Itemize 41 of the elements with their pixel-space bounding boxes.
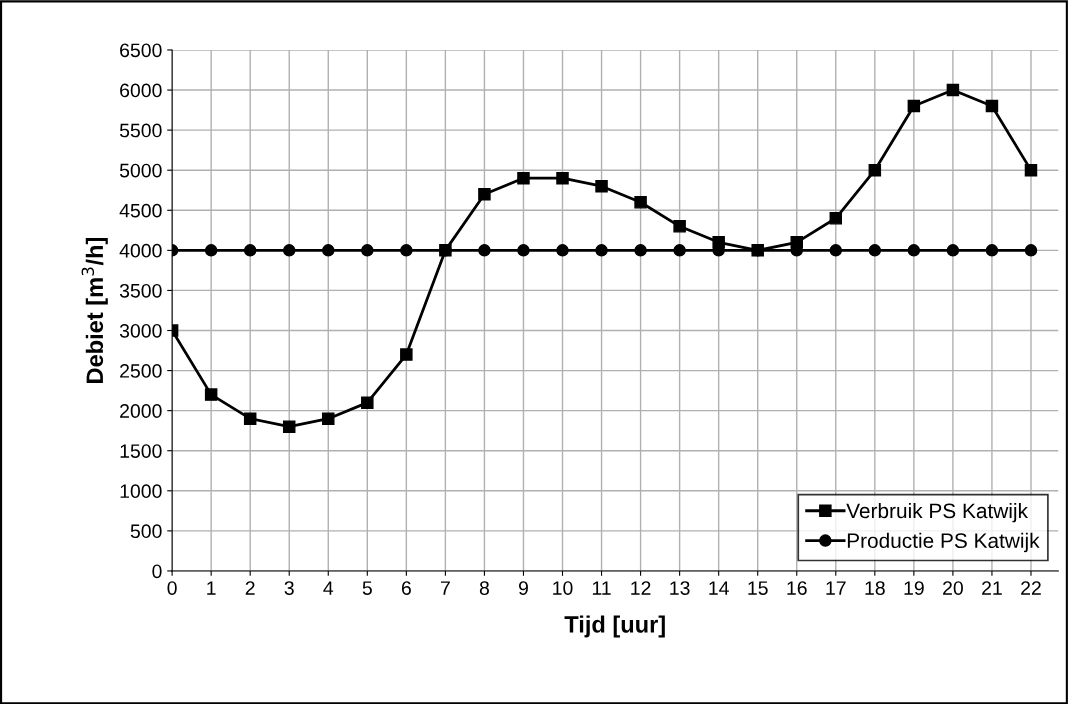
legend-label: Productie PS Katwijk <box>847 532 1040 553</box>
x-tick-label: 16 <box>787 581 807 595</box>
x-tick-label: 0 <box>167 581 177 595</box>
y-tick-label: 0 <box>152 564 162 579</box>
y-tick-label: 3500 <box>119 283 162 298</box>
x-tick-label: 18 <box>865 581 885 595</box>
y-tick-label: 5500 <box>119 123 162 138</box>
legend-label: Verbruik PS Katwijk <box>846 502 1029 523</box>
x-tick-label: 20 <box>943 581 963 595</box>
x-tick-label: 13 <box>670 581 690 595</box>
x-axis-title: Tijd [uur] <box>564 615 665 638</box>
y-tick-label: 6000 <box>120 83 162 98</box>
x-tick-label: 1 <box>207 581 216 595</box>
y-tick-label: 4000 <box>119 243 162 258</box>
y-tick-label: 4500 <box>119 203 162 218</box>
x-tick-label: 5 <box>362 581 372 595</box>
y-tick-label: 2500 <box>120 364 162 378</box>
x-tick-label: 10 <box>553 581 573 595</box>
x-tick-label: 7 <box>440 581 450 595</box>
y-tick-label: 5000 <box>119 163 162 178</box>
y-tick-label: 1500 <box>120 444 162 458</box>
x-tick-label: 9 <box>518 581 528 595</box>
x-tick-label: 6 <box>401 581 411 595</box>
x-tick-label: 3 <box>284 581 294 595</box>
x-tick-label: 17 <box>826 581 846 595</box>
y-tick-label: 500 <box>130 524 162 539</box>
x-tick-label: 4 <box>323 581 334 595</box>
x-tick-label: 12 <box>631 581 651 595</box>
y-tick-label: 6500 <box>120 43 162 58</box>
x-tick-label: 19 <box>904 581 924 595</box>
x-tick-label: 2 <box>245 581 255 595</box>
x-tick-label: 11 <box>592 581 611 595</box>
x-tick-label: 15 <box>748 581 768 595</box>
y-tick-label: 1000 <box>120 484 162 499</box>
x-tick-label: 14 <box>709 581 729 595</box>
y-axis-title: Debiet [m$^{3}$/h] <box>81 238 108 383</box>
y-tick-label: 2000 <box>120 404 162 418</box>
x-tick-label: 8 <box>479 581 489 595</box>
x-tick-label: 22 <box>1021 581 1041 595</box>
x-tick-label: 21 <box>982 581 1002 595</box>
y-tick-label: 3000 <box>119 323 162 338</box>
